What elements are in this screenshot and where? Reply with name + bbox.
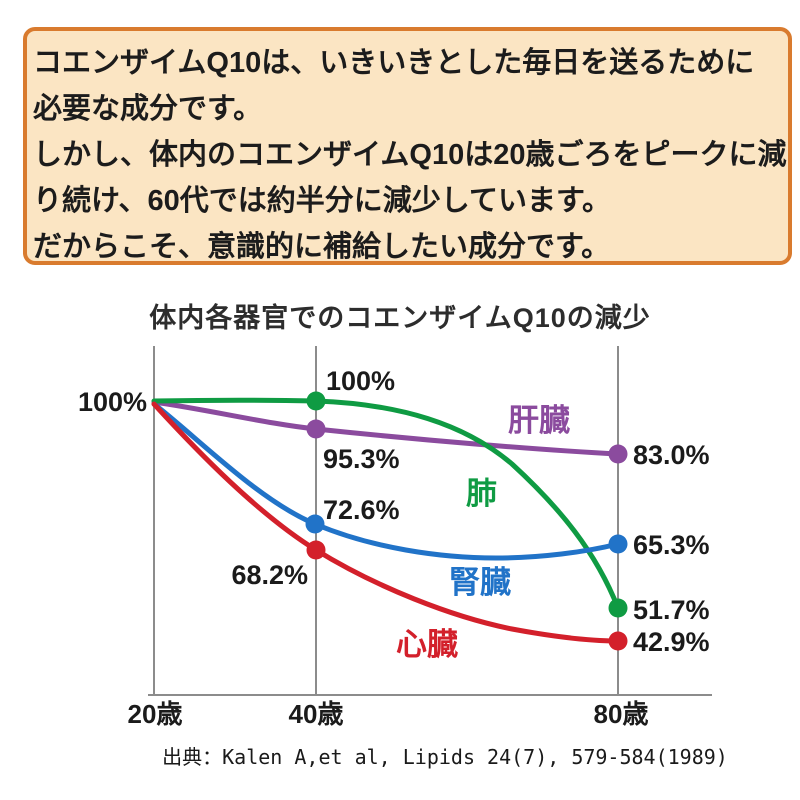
chart-series-name-labels: 肝臓 肺 腎臓 心臓 [396,403,570,662]
info-text-line-1: コエンザイムQ10は、いきいきとした毎日を送るために [33,47,755,79]
info-text-line-2: 必要な成分です。 [33,93,263,125]
chart-point-markers [305,391,628,651]
kidney-line [151,401,621,561]
liver-point-80 [608,444,628,464]
kidney-point-40 [305,514,325,534]
chart-source-citation: 出典：Kalen A,et al, Lipids 24(7), 579-584(… [162,745,728,769]
chart-x-tick-labels: 20歳 40歳 80歳 [128,699,649,729]
lung-line [151,397,621,611]
heart-point-40 [306,540,326,560]
point-label-kidney-80: 65.3% [633,530,710,560]
point-label-lung-40: 100% [326,366,395,396]
info-text-line-4: り続け、60代では約半分に減少しています。 [33,185,612,217]
point-label-liver-40: 95.3% [323,444,400,474]
lung-series-label: 肺 [466,476,497,511]
point-label-kidney-40: 72.6% [323,495,400,525]
heart-series-label: 心臓 [396,627,458,662]
point-label-lung-80: 51.7% [633,595,710,625]
x-tick-20: 20歳 [128,699,183,729]
coq10-decline-line-chart: 100% 100% 95.3% 72.6% 68.2% 83.0% 65.3% … [78,346,728,769]
lung-point-40 [306,391,326,411]
point-label-heart-80: 42.9% [633,627,710,657]
liver-point-40 [306,419,326,439]
x-tick-40: 40歳 [289,699,344,729]
y-start-label: 100% [78,387,147,417]
lung-point-80 [608,598,628,618]
heart-point-80 [608,631,628,651]
chart-value-labels: 100% 100% 95.3% 72.6% 68.2% 83.0% 65.3% … [78,366,710,657]
heart-line [151,401,621,644]
liver-line [151,399,621,457]
info-text-line-5: だからこそ、意識的に補給したい成分です。 [33,231,611,263]
point-label-liver-80: 83.0% [633,440,710,470]
x-tick-80: 80歳 [594,699,649,729]
coq10-info-box: コエンザイムQ10は、いきいきとした毎日を送るために 必要な成分です。 しかし、… [23,27,792,265]
kidney-point-80 [608,534,628,554]
point-label-heart-40: 68.2% [231,560,308,590]
liver-series-label: 肝臓 [508,403,570,438]
chart-series-lines [151,397,621,644]
kidney-series-label: 腎臓 [449,565,511,600]
chart-title: 体内各器官でのコエンザイムQ10の減少 [149,303,651,333]
info-text-line-3: しかし、体内のコエンザイムQ10は20歳ごろをピークに減 [33,139,787,171]
